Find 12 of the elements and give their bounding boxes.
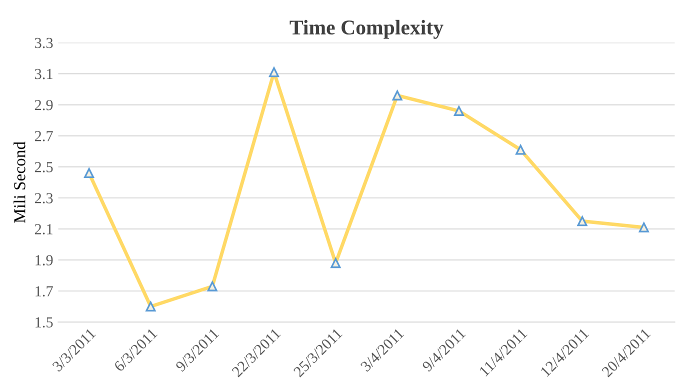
y-tick-label: 1.5 xyxy=(36,317,53,328)
y-tick-label: 3.3 xyxy=(34,38,53,48)
y-tick-label: 2.7 xyxy=(34,130,53,142)
y-tick-label: 1.7 xyxy=(36,286,53,297)
y-tick-label: 3.1 xyxy=(34,68,52,80)
y-tick-label: 2.1 xyxy=(34,224,52,234)
y-tick-label: 1.9 xyxy=(36,255,53,266)
y-axis-title: Mili Second xyxy=(14,142,26,223)
y-tick-label: 2.9 xyxy=(34,100,53,110)
y-tick-label: 2.5 xyxy=(34,162,53,172)
y-tick-label: 2.3 xyxy=(34,193,53,204)
chart-title: Time Complexity xyxy=(290,20,444,39)
